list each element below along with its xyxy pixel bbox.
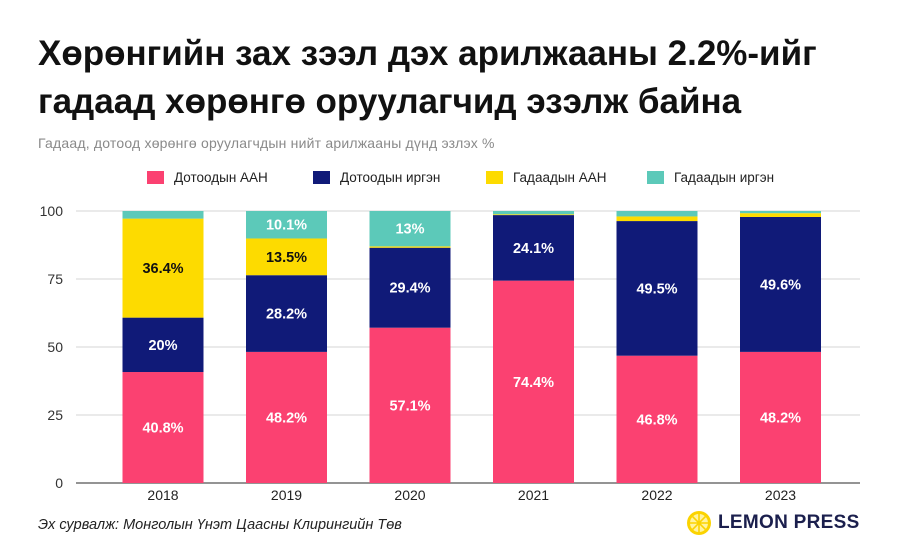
legend-label: Дотоодын ААН — [174, 170, 268, 185]
legend-label: Гадаадын иргэн — [674, 170, 775, 185]
y-tick-label: 0 — [55, 475, 63, 491]
data-label: 36.4% — [142, 261, 183, 277]
bar-segment — [246, 238, 327, 276]
data-label: 29.4% — [389, 281, 430, 297]
bar-segment — [493, 214, 574, 216]
bar-segment — [369, 211, 451, 247]
chart-legend: Дотоодын ААН Дотоодын иргэн Гадаадын ААН… — [0, 170, 900, 190]
data-label: 48.2% — [760, 410, 801, 426]
data-label: 13% — [395, 222, 424, 238]
bar-segment — [616, 216, 698, 222]
bar-segment — [246, 275, 327, 352]
data-label: 57.1% — [389, 398, 430, 414]
bar-segment — [369, 246, 451, 248]
legend-item-foreign-individual: Гадаадын иргэн — [647, 170, 774, 185]
bar-segment — [616, 211, 698, 217]
bar-segment — [740, 213, 821, 217]
bar-segment — [493, 215, 574, 281]
bar-segment — [122, 372, 204, 483]
data-label: 13.5% — [266, 250, 307, 266]
bar-segment — [740, 211, 821, 214]
source-note: Эх сурвалж: Монголын Үнэт Цаасны Клиринг… — [38, 517, 402, 533]
x-tick-label: 2020 — [394, 487, 425, 503]
data-label: 48.2% — [266, 410, 307, 426]
bar-segment — [616, 221, 698, 356]
data-label: 49.6% — [760, 277, 801, 293]
y-tick-label: 50 — [47, 339, 63, 355]
x-tick-label: 2021 — [518, 487, 549, 503]
data-label: 10.1% — [266, 218, 307, 234]
data-label: 24.1% — [513, 241, 554, 257]
y-tick-label: 100 — [40, 203, 64, 219]
bar-segment — [246, 211, 327, 239]
data-label: 46.8% — [636, 412, 677, 428]
legend-label: Дотоодын иргэн — [340, 170, 441, 185]
bar-segment — [493, 211, 574, 215]
x-tick-label: 2023 — [765, 487, 796, 503]
title-line-2: гадаад хөрөнгө оруулагчид эзэлж байна — [38, 82, 742, 121]
bar-segment — [493, 280, 574, 483]
legend-item-domestic-individual: Дотоодын иргэн — [313, 170, 440, 185]
bar-segment — [740, 351, 821, 483]
legend-swatch — [147, 171, 164, 184]
data-label: 28.2% — [266, 307, 307, 323]
data-label: 74.4% — [513, 375, 554, 391]
legend-item-foreign-company: Гадаадын ААН — [486, 170, 607, 185]
brand-logo: LEMON PRESS — [686, 510, 860, 536]
legend-swatch — [313, 171, 330, 184]
data-label: 49.5% — [636, 281, 677, 297]
y-tick-label: 75 — [47, 271, 63, 287]
bar-segment — [122, 211, 204, 219]
bar-segment — [122, 218, 204, 318]
legend-swatch — [647, 171, 664, 184]
brand-name: LEMON PRESS — [718, 512, 860, 533]
x-tick-label: 2022 — [641, 487, 672, 503]
y-tick-label: 25 — [47, 407, 63, 423]
chart-subtitle: Гадаад, дотоод хөрөнгө оруулагчдын нийт … — [38, 135, 495, 151]
bar-segment — [246, 351, 327, 483]
bar-segment — [740, 216, 821, 352]
legend-swatch — [486, 171, 503, 184]
bar-segment — [369, 247, 451, 328]
legend-label: Гадаадын ААН — [513, 170, 607, 185]
chart-title: Хөрөнгийн зах зээл дэх арилжааны 2.2%-ий… — [38, 30, 878, 126]
bar-segment — [122, 317, 204, 373]
bar-segment — [616, 355, 698, 483]
bar-segment — [369, 327, 451, 483]
x-tick-label: 2018 — [147, 487, 178, 503]
data-label: 40.8% — [142, 421, 183, 437]
legend-item-domestic-company: Дотоодын ААН — [147, 170, 268, 185]
data-label: 20% — [148, 338, 177, 354]
lemon-icon — [687, 511, 711, 535]
x-tick-label: 2019 — [271, 487, 302, 503]
title-line-1: Хөрөнгийн зах зээл дэх арилжааны 2.2%-ий… — [38, 34, 817, 73]
